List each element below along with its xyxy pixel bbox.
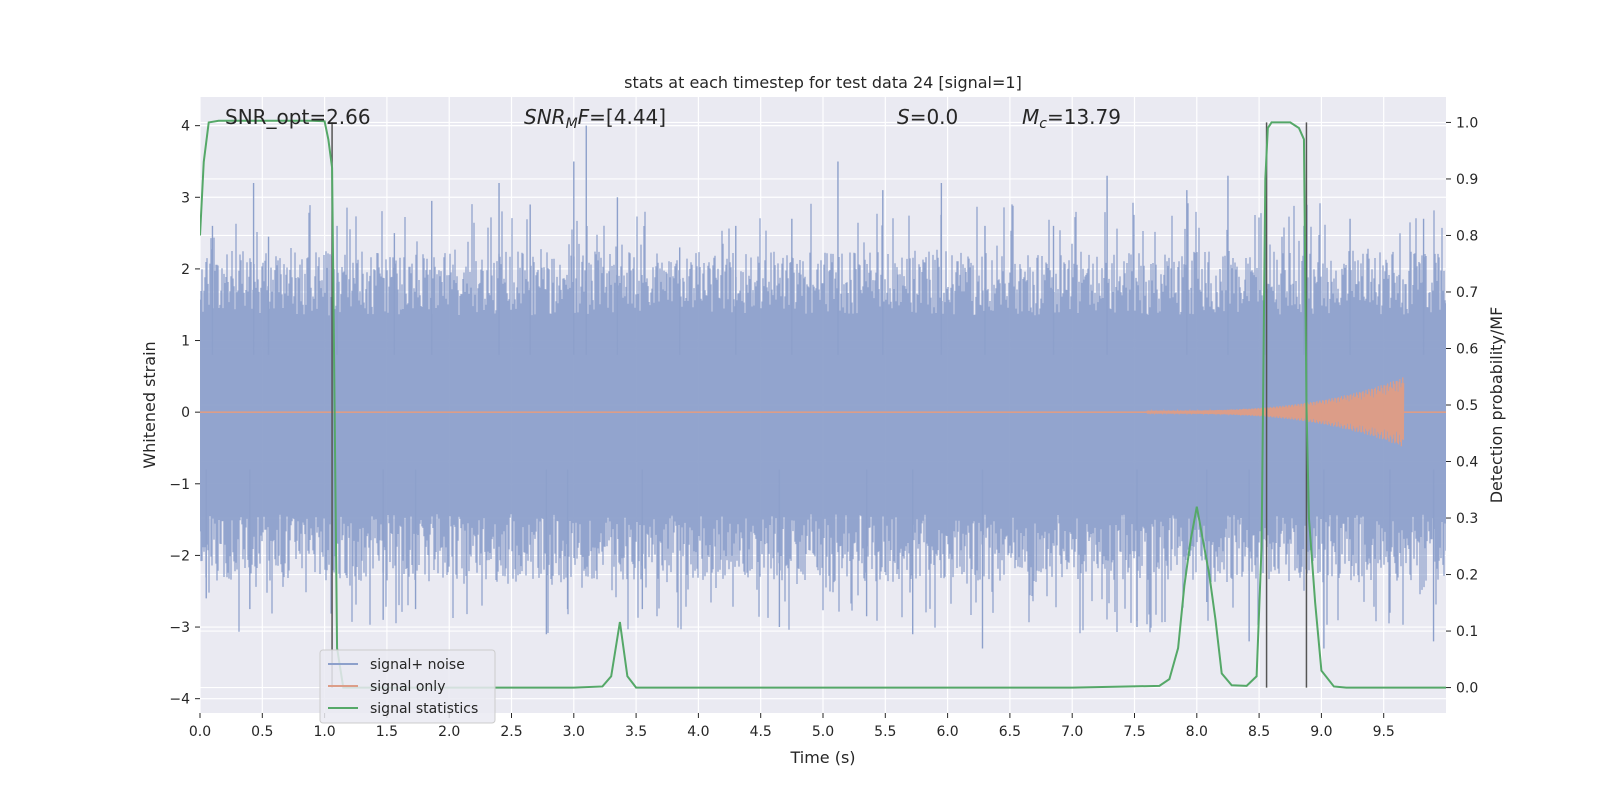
y2-tick-label-10: 0.0 (1456, 681, 1478, 697)
x-tick-label-14: 7.0 (1061, 724, 1083, 740)
x-tick-label-6: 3.0 (563, 724, 585, 740)
x-tick-label-16: 8.0 (1186, 724, 1208, 740)
y-axis-ticks: 4 3 2 1 0 −1 −2 −3 −4 (169, 119, 200, 708)
series-signal-noise (200, 125, 1446, 649)
y-tick-label-0: 4 (181, 119, 190, 135)
y-tick-label-1: 3 (181, 190, 190, 206)
series-signal-only (200, 377, 1446, 447)
y-tick-label-5: −1 (169, 477, 190, 493)
y-tick-label-7: −3 (169, 620, 190, 636)
y-tick-label-3: 1 (181, 334, 190, 350)
x-axis-ticks: 0.0 0.5 1.0 1.5 2.0 2.5 3.0 3.5 4.0 4.5 5.0 5.5 6.0 6… (189, 713, 1395, 740)
x-tick-label-3: 1.5 (376, 724, 398, 740)
y-axis-label: Whitened strain (140, 341, 159, 468)
x-tick-label-9: 4.5 (750, 724, 772, 740)
x-tick-label-18: 9.0 (1310, 724, 1332, 740)
legend: signal+ noise signal only signal statist… (319, 649, 496, 724)
x-tick-label-8: 4.0 (687, 724, 709, 740)
y2-axis-ticks: 1.0 0.9 0.8 0.7 0.6 0.5 0.4 0.3 0.2 0.1 0.0 (1446, 115, 1478, 697)
legend-label-signal-only: signal only (370, 679, 445, 695)
x-tick-label-11: 5.5 (874, 724, 896, 740)
signal-statistics-line (200, 119, 1446, 689)
annotation-mc: Mc=13.79 (1022, 105, 1121, 132)
y-tick-label-8: −4 (169, 692, 190, 708)
x-tick-label-5: 2.5 (500, 724, 522, 740)
x-tick-label-13: 6.5 (999, 724, 1021, 740)
y2-tick-label-6: 0.4 (1456, 455, 1478, 471)
y-tick-label-4: 0 (181, 405, 190, 421)
legend-box (319, 649, 496, 724)
y-tick-label-2: 2 (181, 262, 190, 278)
annotation-snr-mf: SNRMF=[4.44] (524, 105, 666, 132)
x-tick-label-7: 3.5 (625, 724, 647, 740)
signal-only-chirp (1146, 377, 1405, 447)
y2-tick-label-2: 0.8 (1456, 228, 1478, 244)
y2-tick-label-1: 0.9 (1456, 172, 1478, 188)
y2-tick-label-0: 1.0 (1456, 115, 1478, 131)
x-tick-label-12: 6.0 (936, 724, 958, 740)
y-tick-label-6: −2 (169, 548, 190, 564)
x-tick-label-1: 0.5 (251, 724, 273, 740)
y2-tick-label-4: 0.6 (1456, 341, 1478, 357)
annotation-snr-opt: SNR_opt=2.66 (225, 105, 371, 129)
legend-label-signal-statistics: signal statistics (370, 701, 478, 717)
x-axis-label: Time (s) (789, 748, 855, 767)
legend-label-signal-noise: signal+ noise (370, 657, 465, 673)
y2-axis-label: Detection probability/MF (1487, 307, 1506, 504)
y2-tick-label-7: 0.3 (1456, 511, 1478, 527)
x-tick-label-2: 1.0 (313, 724, 335, 740)
y2-tick-label-9: 0.1 (1456, 624, 1478, 640)
series-signal-statistics (200, 119, 1446, 689)
x-tick-label-10: 5.0 (812, 724, 834, 740)
y2-tick-label-8: 0.2 (1456, 568, 1478, 584)
x-tick-label-15: 7.5 (1123, 724, 1145, 740)
x-tick-label-19: 9.5 (1373, 724, 1395, 740)
annotation-s: S=0.0 (897, 105, 958, 129)
y2-tick-label-3: 0.7 (1456, 285, 1478, 301)
x-tick-label-0: 0.0 (189, 724, 211, 740)
chart-title: stats at each timestep for test data 24 … (624, 73, 1022, 92)
x-tick-label-4: 2.0 (438, 724, 460, 740)
x-tick-label-17: 8.5 (1248, 724, 1270, 740)
y2-tick-label-5: 0.5 (1456, 398, 1478, 414)
